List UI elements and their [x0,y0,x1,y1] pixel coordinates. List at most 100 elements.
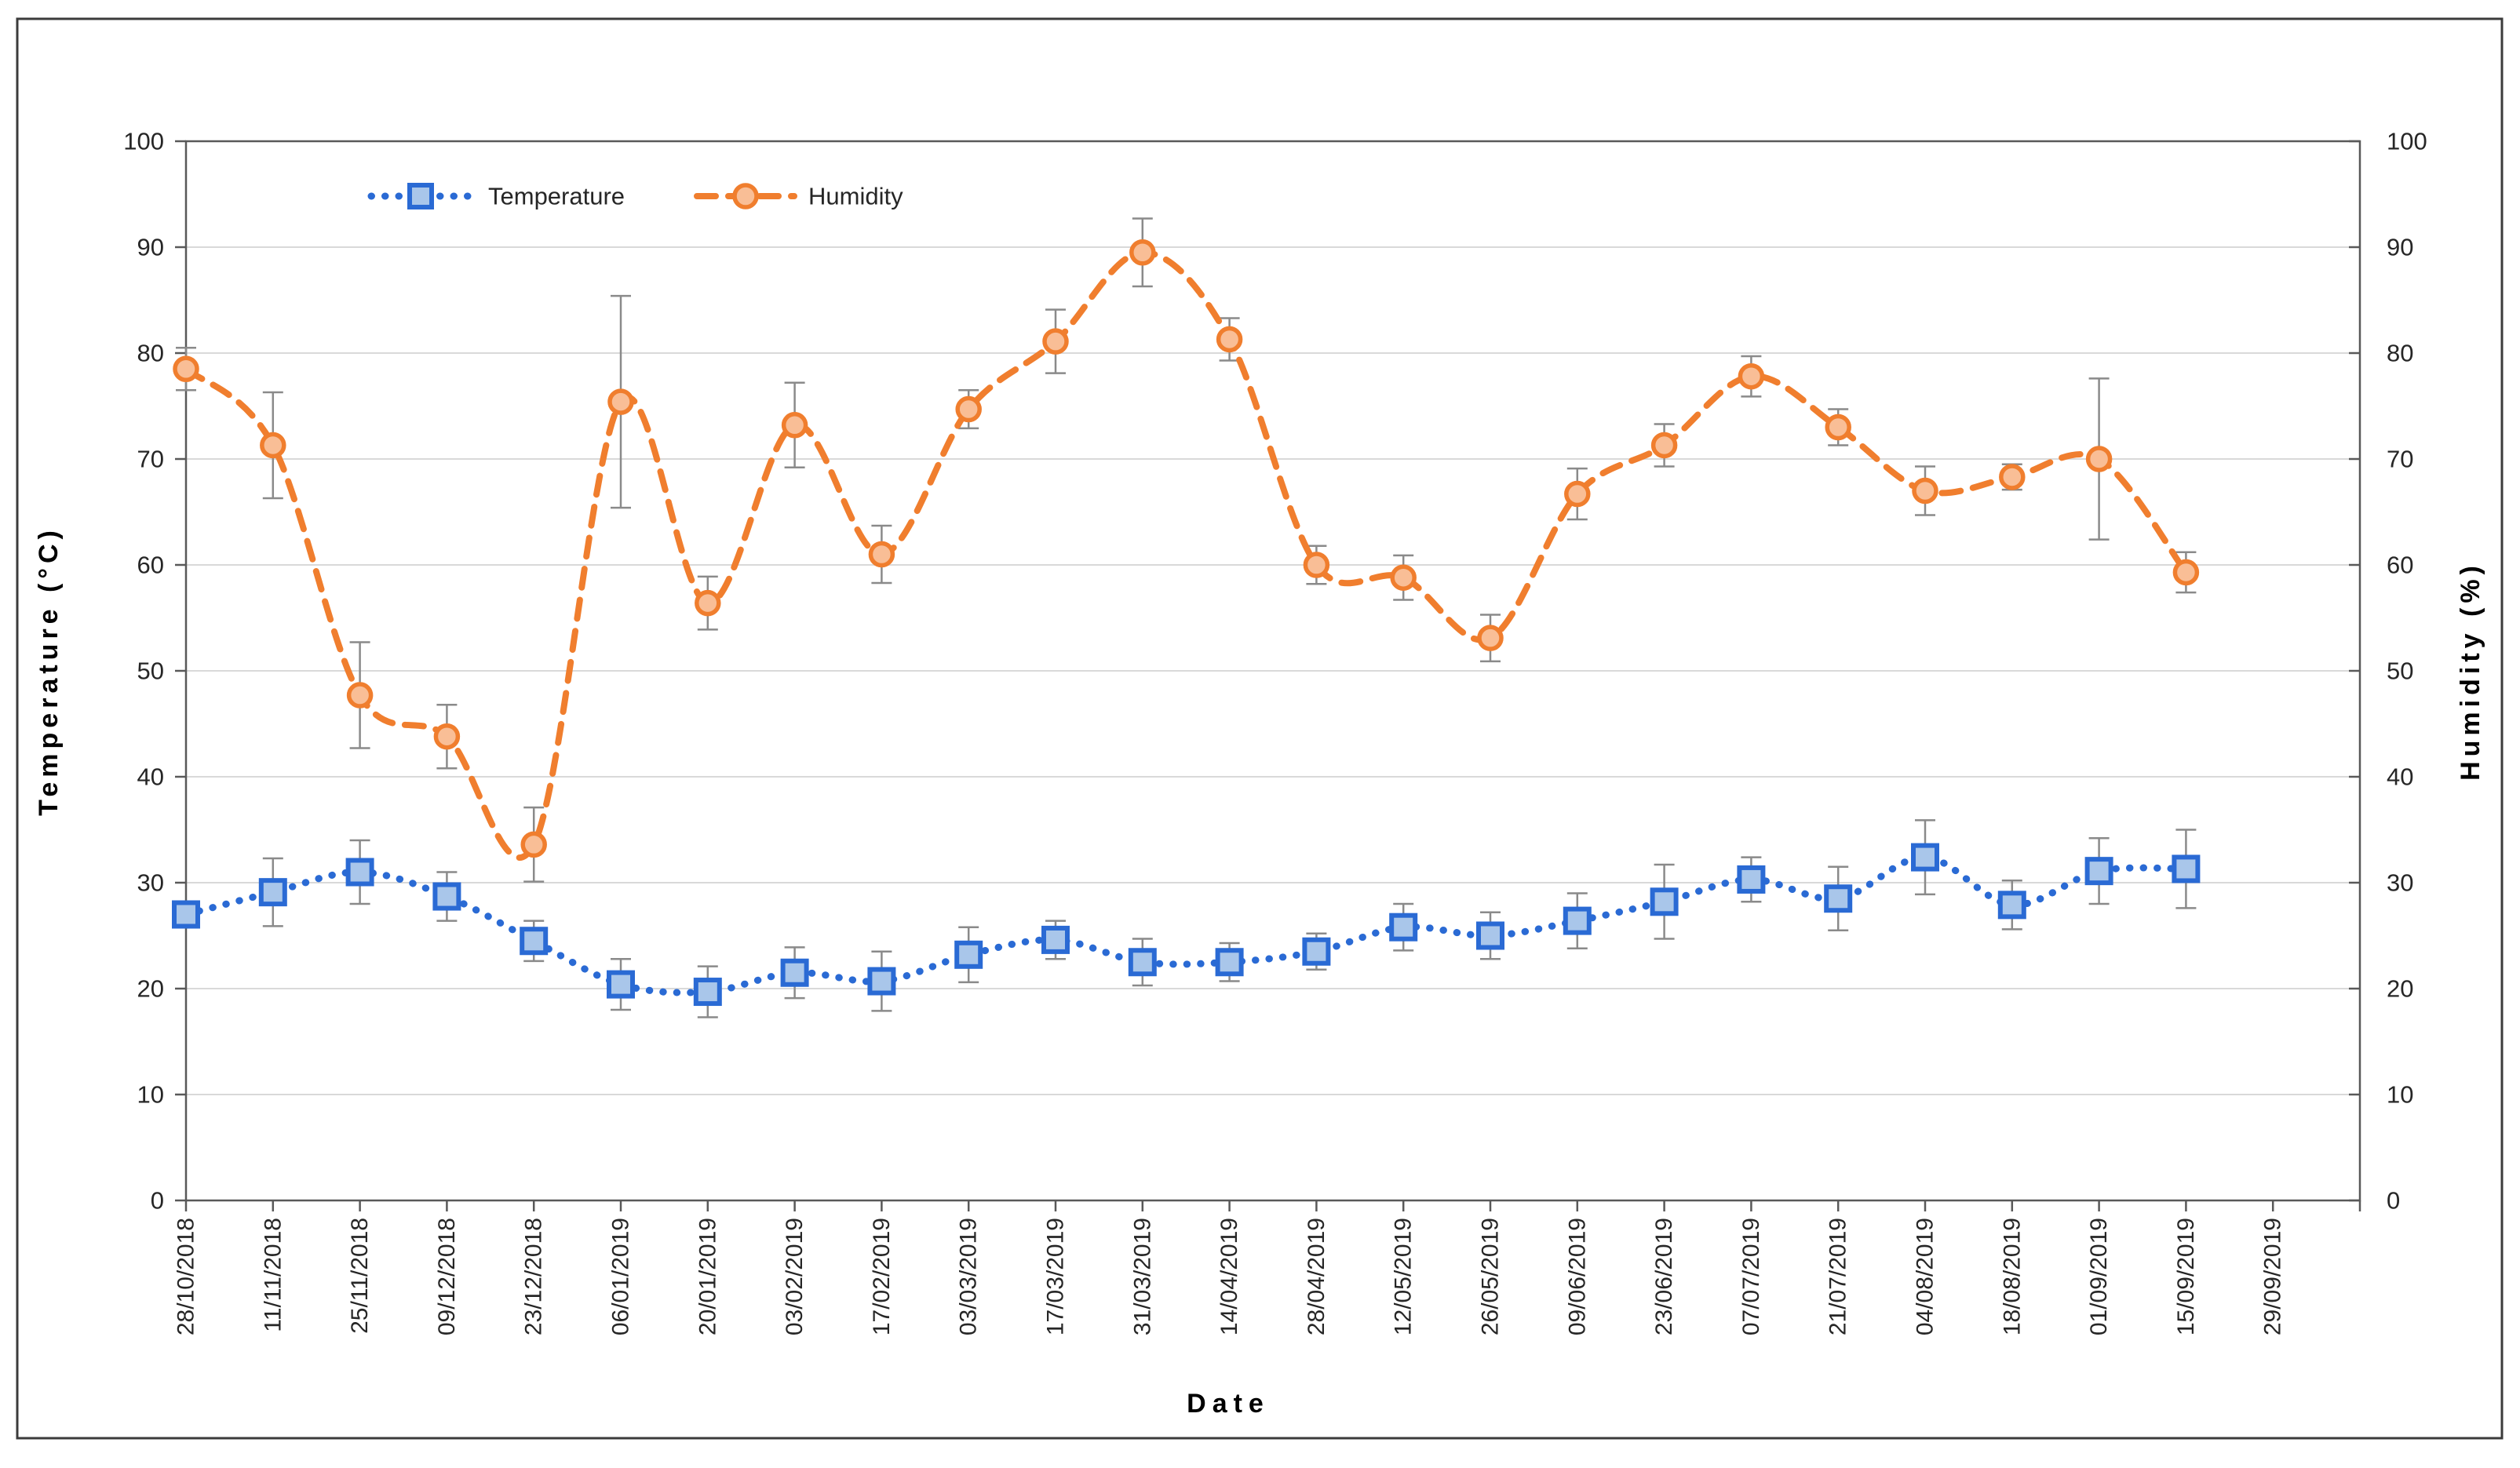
left-axis-tick-label: 70 [137,446,164,473]
left-axis-tick-label: 20 [137,975,164,1003]
square-marker [1128,948,1157,977]
circle-marker [1825,413,1851,441]
square-marker [1824,884,1853,913]
date-tick-label: 03/03/2019 [956,1218,982,1335]
date-tick-label: 28/04/2019 [1304,1218,1329,1335]
circle-marker [1216,326,1243,353]
humidity-legend-label: Humidity [808,183,903,210]
date-axis-title: Date [1187,1389,1270,1419]
x-axis-labels: 28/10/2018 11/11/2018 25/11/2018 09/12/2018… [173,1218,2286,1335]
square-marker [1389,912,1418,942]
circle-marker [1650,432,1678,459]
right-axis-tick-label: 40 [2387,763,2413,791]
temperature-markers [172,843,2201,1007]
left-axis-tick-label: 90 [137,234,164,261]
circle-marker [2172,559,2200,586]
date-tick-label: 14/04/2019 [1216,1218,1242,1335]
legend: Temperature Humidity [367,183,903,210]
right-axis-tick-label: 90 [2387,234,2413,261]
square-marker [693,978,722,1007]
date-tick-label: 17/03/2019 [1043,1218,1069,1335]
date-tick-label: 20/01/2019 [695,1218,720,1335]
square-marker [345,858,374,887]
date-tick-label: 31/03/2019 [1129,1218,1155,1335]
square-marker [780,958,809,987]
square-marker [1215,948,1244,977]
circle-marker [868,541,895,568]
date-tick-label: 15/09/2019 [2173,1218,2199,1335]
right-axis-tick-label: 30 [2387,869,2413,897]
square-marker [520,927,549,956]
square-marker [2084,857,2113,886]
right-axis-tick-label: 60 [2387,552,2413,579]
date-tick-label: 06/01/2019 [608,1218,634,1335]
axis-ticks [175,140,2361,1211]
circle-marker [955,395,982,423]
circle-marker [1999,464,2026,490]
circle-marker [781,412,808,439]
date-tick-label: 18/08/2019 [1999,1218,2025,1335]
circle-marker [2085,446,2113,472]
date-tick-label: 25/11/2018 [347,1218,373,1334]
date-tick-label: 23/06/2019 [1651,1218,1677,1335]
square-marker [1737,865,1766,894]
temperature-error-bars [176,819,2197,1018]
humidity-legend-marker [732,183,759,209]
circle-marker [1564,480,1591,508]
date-tick-label: 26/05/2019 [1478,1218,1504,1335]
square-marker [172,900,200,929]
circle-marker [607,388,634,415]
circle-marker [1390,564,1417,591]
figure-border [16,17,2504,1440]
left-axis-tick-label: 10 [137,1081,164,1109]
square-marker [1650,887,1679,916]
square-marker [1997,891,2026,920]
date-tick-label: 12/05/2019 [1391,1218,1417,1335]
square-marker [258,878,287,907]
circle-marker [173,355,199,382]
gridlines [186,246,2360,1095]
square-marker [607,970,635,999]
circle-marker [433,723,461,750]
right-axis-tick-label: 20 [2387,975,2413,1003]
date-tick-label: 17/02/2019 [869,1218,895,1335]
square-marker [1302,937,1331,966]
humidity-markers [173,239,2200,858]
right-axis-tick-label: 0 [2387,1187,2400,1215]
square-marker [1041,925,1070,954]
circle-marker [1738,362,1765,390]
right-axis-tick-label: 50 [2387,658,2413,685]
date-tick-label: 01/09/2019 [2086,1218,2112,1335]
circle-marker [1303,552,1330,578]
temperature-line [182,854,2190,996]
left-axis-tick-label: 0 [151,1187,164,1215]
date-tick-label: 11/11/2018 [260,1218,286,1332]
humidity-series [173,217,2200,883]
circle-marker [1912,477,1938,505]
date-tick-label: 28/10/2018 [173,1218,199,1335]
right-axis-tick-label: 80 [2387,340,2413,367]
circle-marker [260,432,286,459]
square-marker [1911,843,1939,872]
date-tick-label: 09/12/2018 [434,1218,460,1335]
right-axis-tick-label: 10 [2387,1081,2413,1109]
square-marker [2172,854,2201,883]
date-tick-label: 07/07/2019 [1738,1218,1764,1335]
square-marker [954,940,983,969]
circle-marker [346,682,374,709]
humidity-line [183,249,2190,861]
left-axis-tick-label: 50 [137,658,164,685]
date-tick-label: 23/12/2018 [521,1218,547,1335]
date-tick-label: 21/07/2019 [1825,1218,1851,1335]
right-axis-tick-label: 70 [2387,446,2413,473]
temperature-axis-title: Temperature (°C) [34,526,64,816]
right-axis-tick-label: 100 [2387,128,2427,155]
left-axis-tick-label: 40 [137,763,164,791]
circle-marker [1129,239,1156,266]
circle-marker [520,831,547,858]
left-axis-labels: 0 10 20 30 40 50 60 70 80 90 100 [123,128,164,1215]
date-tick-label: 04/08/2019 [1913,1218,1938,1335]
humidity-error-bars [176,217,2197,883]
